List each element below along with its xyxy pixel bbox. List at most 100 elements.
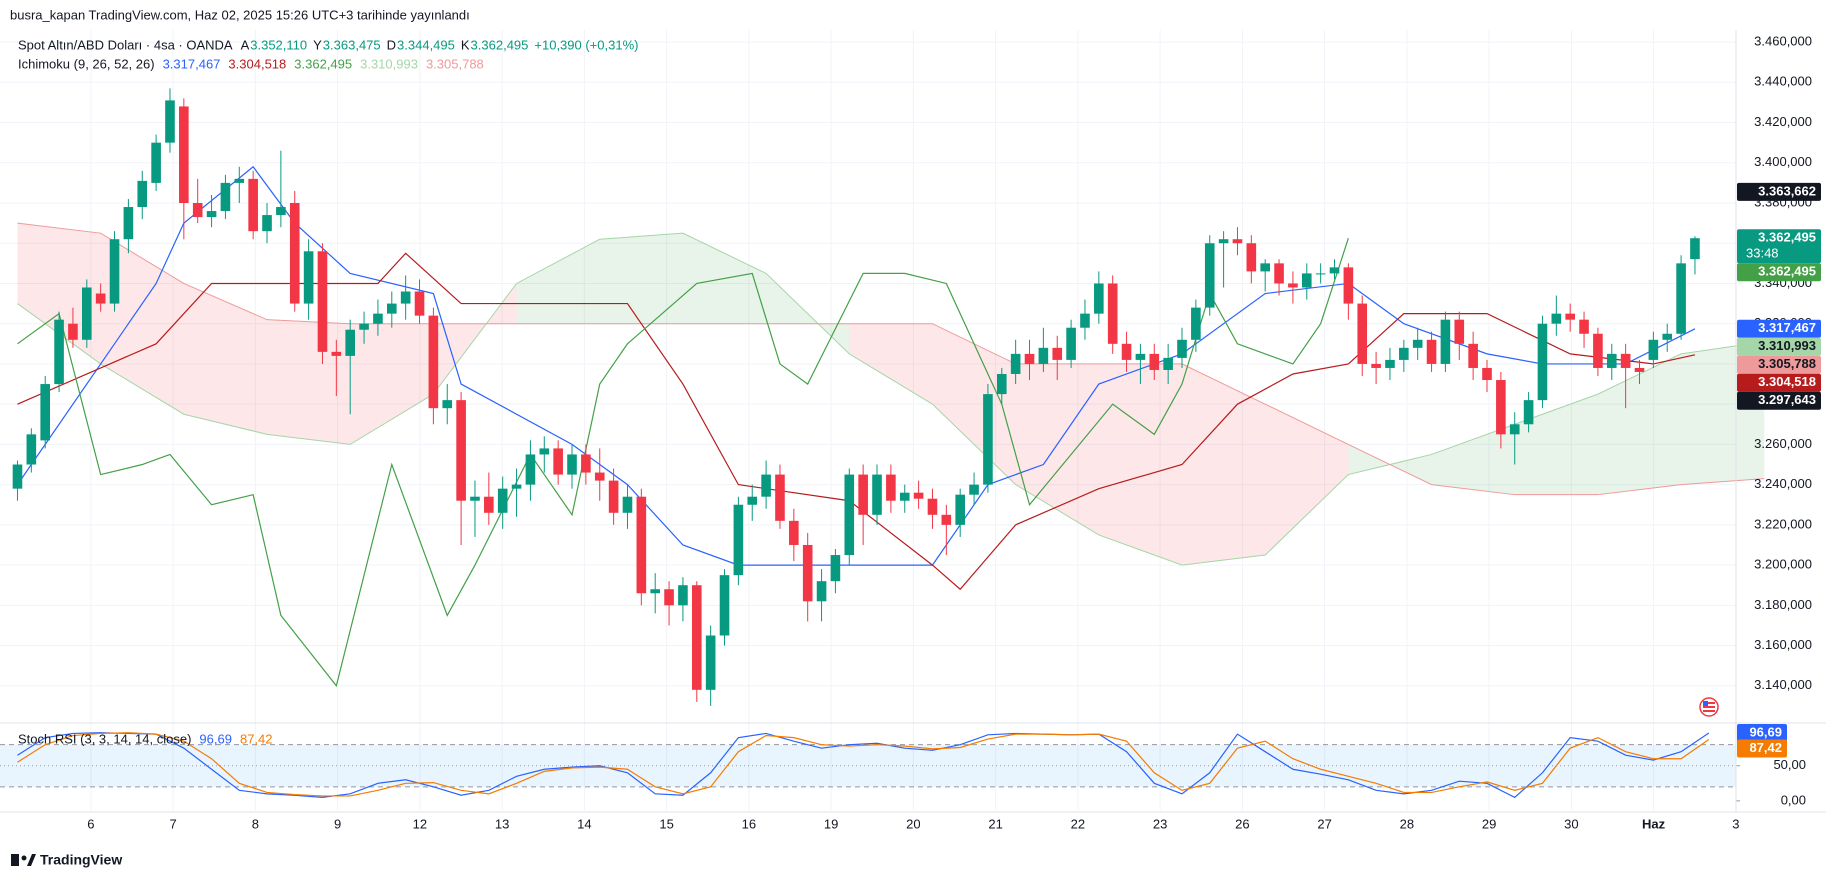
candle-body (775, 474, 785, 521)
candle-body (1329, 267, 1340, 274)
x-tick-label: 28 (1400, 816, 1414, 831)
candle-body (1094, 283, 1104, 314)
y-tick-label: 3.260,000 (1754, 436, 1812, 451)
x-tick-label: 3 (1732, 816, 1739, 831)
price-tag (1737, 319, 1821, 338)
x-tick-label: 15 (659, 816, 673, 831)
candle-body (844, 474, 855, 556)
candle-body (373, 313, 383, 324)
ohlc-key: A (241, 37, 250, 52)
y-tick-label: 3.140,000 (1754, 677, 1812, 692)
x-tick-label: 30 (1564, 816, 1578, 831)
candle-body (1482, 367, 1492, 381)
x-tick-label: 20 (906, 816, 920, 831)
candle-body (955, 494, 965, 525)
candle-body (913, 492, 924, 499)
cloud-segment (17, 223, 101, 364)
candle-body (151, 142, 161, 183)
candle-body (622, 496, 633, 513)
candle-body (553, 448, 563, 475)
candle-body (1579, 319, 1589, 334)
candle-body (109, 239, 120, 304)
x-tick-label: 27 (1317, 816, 1331, 831)
candle-body (1024, 353, 1035, 364)
candle-body (1565, 313, 1575, 320)
candle-body (581, 454, 591, 473)
price-tag (1737, 182, 1821, 201)
candle-body (345, 329, 355, 356)
candle-body (1523, 400, 1534, 425)
stoch-tick-label: 50,00 (1773, 757, 1806, 772)
candle-body (830, 555, 841, 582)
candle-body (359, 323, 369, 330)
candle-body (886, 474, 896, 501)
candle-body (303, 251, 314, 304)
candle-body (1537, 323, 1548, 401)
cloud-segment (1265, 404, 1349, 556)
ichimoku-value: 3.310,993 (360, 56, 418, 71)
candle-body (567, 454, 577, 475)
price-tag-label: 3.297,643 (1758, 392, 1816, 407)
candle-body (691, 585, 702, 690)
candle-body (1440, 319, 1451, 364)
stoch-title: Stoch RSI (3, 3, 14, 14, close) (18, 731, 191, 746)
candle-body (123, 207, 134, 240)
candle-body (456, 400, 466, 501)
candle-body (899, 492, 910, 501)
candle-body (1080, 313, 1090, 328)
candle-body (789, 520, 799, 545)
ichimoku-line (17, 252, 1696, 591)
candle-body (539, 448, 550, 455)
ichimoku-value: 3.304,518 (228, 56, 286, 71)
candle-body (816, 581, 827, 602)
cloud-segment (1098, 363, 1183, 566)
candle-body (525, 454, 536, 485)
candle-body (192, 203, 203, 218)
x-tick-label: 26 (1235, 816, 1249, 831)
candle-body (497, 488, 508, 513)
candle-body (1232, 239, 1243, 244)
ohlc-value: 3.352,110 (250, 37, 307, 52)
candle-body (1191, 307, 1201, 340)
ohlc-key: Y (313, 37, 322, 52)
candle-body (26, 434, 37, 465)
candle-body (484, 496, 494, 513)
candle-body (1315, 273, 1326, 275)
y-tick-label: 3.460,000 (1754, 34, 1812, 49)
candle-body (1301, 273, 1312, 288)
candle-body (289, 203, 300, 304)
stoch-line (17, 732, 1710, 799)
stoch-tag (1737, 739, 1787, 758)
cloud-segment (1514, 394, 1598, 495)
candle-body (414, 291, 425, 316)
candle-body (719, 575, 730, 636)
candle-body (705, 635, 716, 690)
price-tag (1737, 263, 1821, 282)
candle-body (636, 496, 647, 594)
ichimoku-line (16, 165, 1696, 566)
ichimoku-cloud (17, 223, 1765, 566)
ichimoku-value: 3.305,788 (426, 56, 484, 71)
candle-body (428, 315, 439, 409)
candle-body (95, 293, 106, 304)
brand-logo (11, 854, 36, 866)
x-tick-label: 16 (742, 816, 756, 831)
ohlc-value: 3.363,475 (323, 37, 381, 52)
ohlc-key: K (461, 37, 470, 52)
candle-body (40, 384, 51, 441)
candle-body (1107, 283, 1118, 344)
cloud-segment (932, 323, 1016, 485)
cloud-segment (1015, 363, 1099, 535)
candle-body (1593, 333, 1603, 368)
ohlc-value: 3.344,495 (397, 37, 455, 52)
candle-body (1399, 347, 1409, 360)
stoch-value: 96,69 (199, 731, 232, 746)
x-tick-label: 12 (413, 816, 427, 831)
y-tick-label: 3.160,000 (1754, 637, 1812, 652)
candle-body (442, 400, 453, 409)
x-tick-label: 29 (1482, 816, 1496, 831)
ohlc-key: D (387, 37, 396, 52)
candle-body (858, 474, 868, 515)
candle-body (1163, 357, 1173, 370)
